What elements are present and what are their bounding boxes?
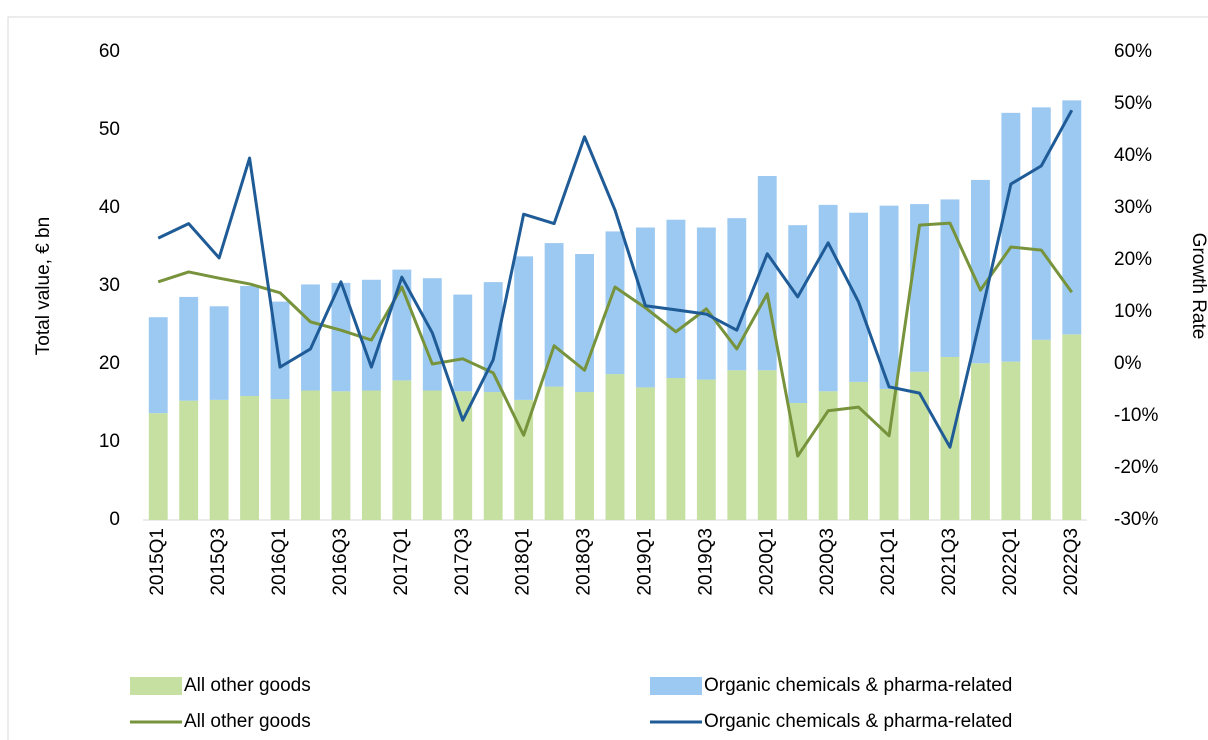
bar: [331, 391, 351, 520]
bar: [605, 374, 625, 520]
y-tick-label: 0: [109, 509, 120, 530]
bar: [483, 392, 503, 520]
bar: [849, 212, 869, 382]
bar: [1031, 339, 1051, 520]
bar: [696, 227, 716, 380]
y2-tick-label: 0%: [1114, 353, 1142, 374]
bar: [1001, 361, 1021, 520]
bar: [361, 279, 381, 391]
bar: [209, 399, 229, 520]
bar: [148, 413, 168, 520]
y2-tick-label: 60%: [1114, 41, 1152, 62]
x-tick-label: 2019Q3: [695, 528, 716, 596]
bar: [1062, 100, 1082, 335]
legend-swatch: [130, 677, 182, 695]
y-tick-label: 60: [99, 41, 120, 62]
bar: [544, 386, 564, 520]
bar: [209, 306, 229, 400]
legend-label: Organic chemicals & pharma-related: [704, 675, 1012, 696]
bar: [970, 179, 990, 364]
x-tick-label: 2018Q3: [574, 528, 595, 596]
bar: [970, 363, 990, 520]
legend-label: Organic chemicals & pharma-related: [704, 711, 1012, 732]
x-tick-label: 2022Q3: [1061, 528, 1082, 596]
bar: [301, 284, 320, 391]
bar: [757, 370, 777, 520]
legend-swatch: [650, 677, 702, 695]
y2-axis-label: Growth Rate: [1188, 233, 1208, 340]
bar: [879, 205, 899, 389]
bar: [849, 381, 869, 520]
x-tick-label: 2015Q3: [208, 528, 229, 596]
x-tick-label: 2016Q1: [269, 528, 290, 596]
bar: [422, 390, 442, 520]
bar: [879, 388, 899, 520]
x-tick-label: 2022Q1: [1000, 528, 1021, 596]
bar: [179, 296, 199, 401]
bar: [818, 204, 838, 392]
bar: [940, 356, 960, 520]
x-tick-label: 2019Q1: [634, 528, 655, 596]
y-tick-label: 50: [99, 119, 120, 140]
y-tick-label: 10: [99, 431, 120, 452]
bar: [727, 218, 747, 371]
y-tick-label: 40: [99, 197, 120, 218]
bar: [361, 390, 381, 520]
bar: [301, 390, 320, 520]
bar: [696, 379, 716, 520]
bar: [910, 371, 929, 520]
bar: [666, 219, 686, 379]
bar: [453, 294, 473, 392]
legend-label: All other goods: [184, 711, 311, 732]
y-tick-label: 30: [99, 275, 120, 296]
bar: [1031, 107, 1051, 340]
bar: [179, 400, 199, 520]
y2-tick-label: 20%: [1114, 249, 1152, 270]
y2-tick-label: 40%: [1114, 145, 1152, 166]
x-tick-label: 2020Q1: [756, 528, 777, 596]
y2-tick-label: 10%: [1114, 301, 1152, 322]
x-tick-label: 2021Q1: [878, 528, 899, 596]
x-tick-label: 2016Q3: [330, 528, 351, 596]
bar: [148, 317, 168, 414]
bar: [240, 395, 260, 520]
bar: [514, 399, 534, 520]
bar: [636, 387, 655, 520]
line: [157, 109, 1074, 449]
bar: [727, 370, 747, 520]
x-tick-label: 2020Q3: [817, 528, 838, 596]
y2-tick-label: 30%: [1114, 197, 1152, 218]
bar: [575, 392, 594, 520]
line: [157, 221, 1073, 458]
bar: [940, 199, 960, 357]
x-tick-label: 2017Q3: [452, 528, 473, 596]
bar: [605, 231, 625, 375]
bar: [331, 282, 351, 392]
y2-tick-label: 50%: [1114, 93, 1152, 114]
bar: [1001, 112, 1021, 362]
bar: [666, 378, 686, 520]
y-tick-label: 20: [99, 353, 120, 374]
bar: [910, 204, 929, 372]
bar: [483, 282, 503, 393]
y2-tick-label: -30%: [1114, 509, 1158, 530]
bar: [1062, 334, 1082, 520]
y-axis-label: Total value, € bn: [33, 217, 54, 355]
legend-label: All other goods: [184, 675, 311, 696]
bar: [240, 286, 260, 396]
bar: [270, 399, 290, 520]
bar: [818, 391, 838, 520]
bar: [392, 380, 412, 520]
bar: [788, 225, 808, 403]
bar: [453, 391, 473, 520]
y2-tick-label: -20%: [1114, 457, 1158, 478]
chart-border: [7, 16, 1208, 740]
x-tick-label: 2017Q1: [391, 528, 412, 596]
bar: [514, 256, 534, 400]
x-tick-label: 2021Q3: [939, 528, 960, 596]
x-tick-label: 2018Q1: [513, 528, 534, 596]
x-tick-label: 2015Q1: [147, 528, 168, 596]
y2-tick-label: -10%: [1114, 405, 1158, 426]
